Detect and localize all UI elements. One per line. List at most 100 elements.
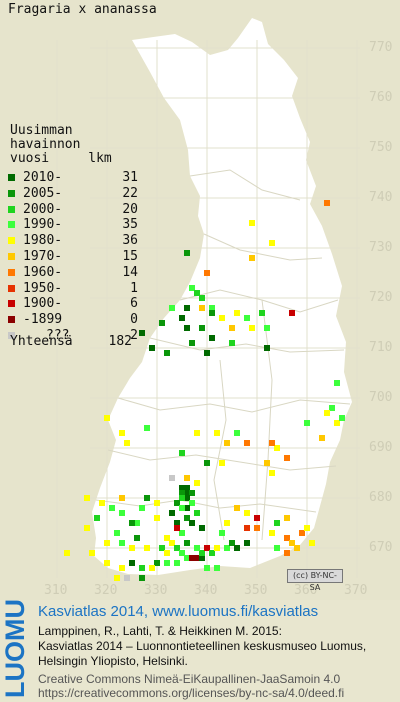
observation-cell <box>134 520 140 526</box>
observation-cell <box>174 545 180 551</box>
axis-label-y: 730 <box>369 240 393 255</box>
observation-cell <box>164 550 170 556</box>
observation-cell <box>194 430 200 436</box>
observation-cell <box>119 540 125 546</box>
observation-cell <box>209 310 215 316</box>
observation-cell <box>264 345 270 351</box>
observation-cell <box>214 430 220 436</box>
observation-cells <box>64 200 345 581</box>
observation-cell <box>289 540 295 546</box>
observation-cell <box>264 325 270 331</box>
axis-label-y: 720 <box>369 290 393 305</box>
observation-cell <box>174 525 180 531</box>
observation-cell <box>224 545 230 551</box>
observation-cell <box>249 255 255 261</box>
legend-count: 31 <box>122 170 138 185</box>
observation-cell <box>204 350 210 356</box>
finland-grid-map <box>56 18 360 581</box>
legend-label: 2010- <box>23 170 63 185</box>
observation-cell <box>129 545 135 551</box>
axis-label-y: 680 <box>369 490 393 505</box>
observation-cell <box>299 530 305 536</box>
observation-cell <box>219 460 225 466</box>
legend-item: 1950- 1 <box>8 281 138 297</box>
axis-label-x: 370 <box>344 583 368 598</box>
observation-cell <box>244 540 250 546</box>
observation-cell <box>274 545 280 551</box>
legend-heading-line: havainnon <box>10 137 81 152</box>
legend-label: 1990- <box>23 217 63 233</box>
axis-label-y: 670 <box>369 540 393 555</box>
legend-count: 0 <box>130 312 138 328</box>
legend-item: 1990- 35 <box>8 217 138 233</box>
axis-label-y: 770 <box>369 40 393 55</box>
observation-cell <box>284 515 290 521</box>
observation-cell <box>144 545 150 551</box>
observation-cell <box>199 305 205 311</box>
axis-label-y: 750 <box>369 140 393 155</box>
legend-item: 1900- 6 <box>8 296 138 312</box>
axis-label-x: 320 <box>94 583 118 598</box>
observation-cell <box>189 500 195 506</box>
observation-cell <box>254 515 260 521</box>
observation-cell <box>139 565 145 571</box>
legend-item: 2000- 20 <box>8 202 138 218</box>
observation-cell <box>159 320 165 326</box>
observation-cell <box>284 455 290 461</box>
observation-cell <box>284 535 290 541</box>
axis-label-x: 360 <box>294 583 318 598</box>
observation-cell <box>184 305 190 311</box>
observation-cell <box>334 420 340 426</box>
observation-cell <box>329 405 335 411</box>
observation-cell <box>189 285 195 291</box>
observation-cell <box>164 560 170 566</box>
observation-cell <box>204 545 210 551</box>
observation-cell <box>219 530 225 536</box>
observation-cell <box>229 325 235 331</box>
legend-count: 36 <box>122 233 138 249</box>
luomus-logo: LUOMUS <box>2 600 30 698</box>
observation-cell <box>214 545 220 551</box>
axis-label-x: 350 <box>244 583 268 598</box>
observation-cell <box>184 505 190 511</box>
observation-cell <box>174 520 180 526</box>
observation-cell <box>124 440 130 446</box>
luomus-logo-text: LUOMUS <box>2 600 30 698</box>
legend-item: 1980- 36 <box>8 233 138 249</box>
grid-lines <box>56 40 360 578</box>
legend-swatch <box>8 268 15 276</box>
observation-cell <box>204 565 210 571</box>
observation-cell <box>229 540 235 546</box>
license-url-link[interactable]: https://creativecommons.org/licenses/by-… <box>38 686 345 700</box>
legend-count: 14 <box>122 264 138 280</box>
observation-cell <box>184 515 190 521</box>
species-title: Fragaria x ananassa <box>8 2 157 17</box>
observation-cell <box>249 220 255 226</box>
legend-label: 1900- <box>23 296 63 312</box>
observation-cell <box>169 510 175 516</box>
citation-line: Lamppinen, R., Lahti, T. & Heikkinen M. … <box>38 624 282 638</box>
footer-title-link[interactable]: Kasviatlas 2014, www.luomus.fi/kasviatla… <box>38 603 319 620</box>
legend-label: 1970- <box>23 249 63 264</box>
observation-cell <box>199 555 205 561</box>
observation-cell <box>199 525 205 531</box>
legend-swatch <box>8 221 15 229</box>
legend-label: ??? <box>46 328 70 343</box>
observation-cell <box>119 565 125 571</box>
observation-cell <box>229 340 235 346</box>
cc-license-badge[interactable]: (cc) BY-NC-SA <box>287 569 343 592</box>
observation-cell <box>244 510 250 516</box>
legend-swatch <box>8 205 15 213</box>
axis-label-y: 710 <box>369 340 393 355</box>
observation-cell <box>224 440 230 446</box>
axis-label-y: 700 <box>369 390 393 405</box>
legend-label: 1950- <box>23 280 63 296</box>
observation-cell <box>209 305 215 311</box>
legend-total-count: 182 <box>108 334 132 349</box>
footer <box>0 600 400 702</box>
observation-cell <box>309 540 315 546</box>
observation-cell <box>304 420 310 426</box>
observation-cell <box>179 485 185 491</box>
observation-cell <box>234 545 240 551</box>
observation-cell <box>94 515 100 521</box>
